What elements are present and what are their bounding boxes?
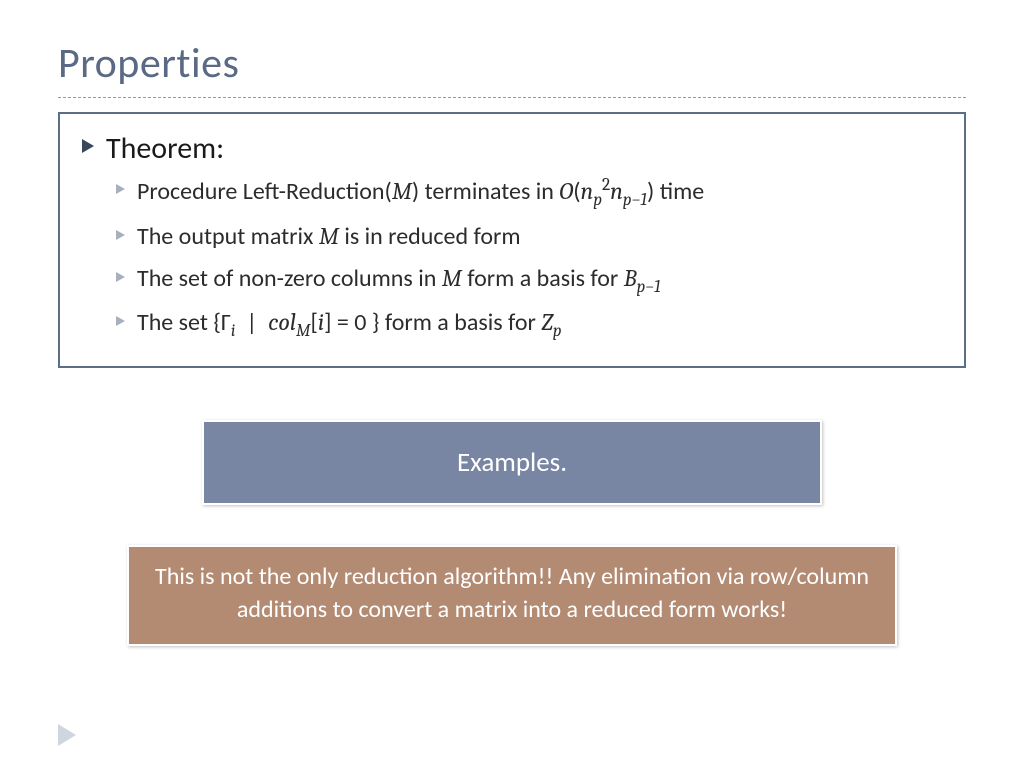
- theorem-item-row: Procedure Left-Reduction(M) terminates i…: [116, 173, 946, 213]
- bullet-icon: [116, 184, 125, 194]
- theorem-item-row: The set {Γi | colM[i] = 0 } form a basis…: [116, 305, 946, 344]
- slide-title: Properties: [0, 0, 1024, 97]
- theorem-item-2: The output matrix M is in reduced form: [137, 219, 521, 255]
- slide-nav-icon: [58, 724, 76, 746]
- title-divider: [58, 97, 966, 98]
- theorem-heading: Theorem:: [106, 130, 224, 167]
- theorem-item-3: The set of non-zero columns in M form a …: [137, 261, 661, 300]
- examples-callout: Examples.: [202, 420, 822, 505]
- theorem-item-1: Procedure Left-Reduction(M) terminates i…: [137, 173, 704, 213]
- theorem-item-row: The output matrix M is in reduced form: [116, 219, 946, 255]
- theorem-item-4: The set {Γi | colM[i] = 0 } form a basis…: [137, 305, 562, 344]
- theorem-heading-row: Theorem:: [82, 130, 946, 167]
- bullet-icon: [116, 230, 125, 240]
- theorem-box: Theorem: Procedure Left-Reduction(M) ter…: [58, 112, 966, 368]
- bullet-icon: [116, 316, 125, 326]
- note-callout: This is not the only reduction algorithm…: [127, 545, 897, 646]
- theorem-item-row: The set of non-zero columns in M form a …: [116, 261, 946, 300]
- bullet-icon: [116, 272, 125, 282]
- bullet-icon: [82, 139, 94, 153]
